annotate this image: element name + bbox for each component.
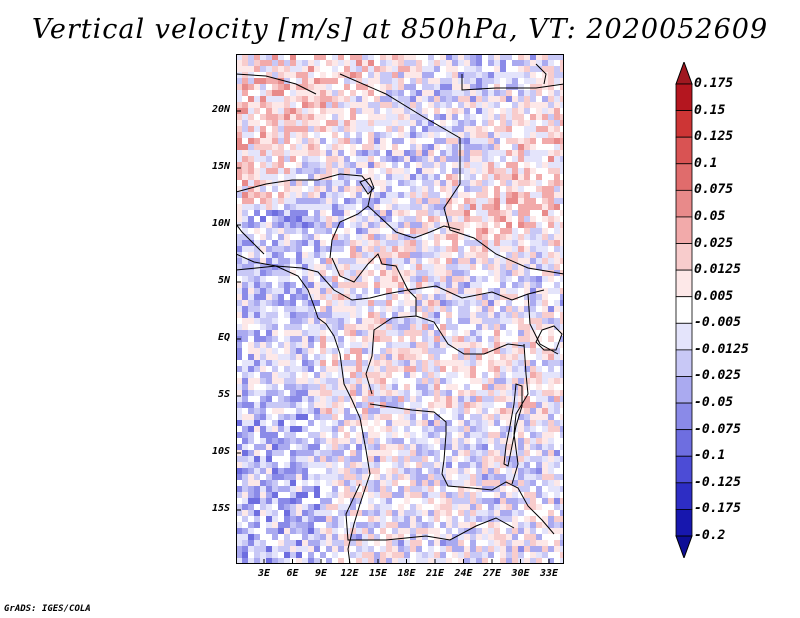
lon-label: 3E <box>257 568 271 579</box>
colorbar-segment <box>675 402 693 431</box>
lon-label: 15E <box>368 568 388 579</box>
map-title: Vertical velocity [m/s] at 850hPa, VT: 2… <box>31 14 769 45</box>
colorbar-label: -0.05 <box>694 395 734 411</box>
lat-label: 10S <box>211 446 230 457</box>
lat-label: 5S <box>217 389 230 400</box>
colorbar-segment <box>675 83 693 111</box>
border <box>461 74 564 91</box>
colorbar-label: 0.175 <box>694 76 734 91</box>
lon-label: 30E <box>511 568 530 579</box>
colorbar-label: -0.175 <box>694 501 741 517</box>
lat-label: 15N <box>211 161 230 172</box>
colorbar-segment <box>675 509 693 537</box>
vertical-velocity-field <box>236 54 564 564</box>
border <box>367 205 461 239</box>
colorbar-label: -0.2 <box>694 528 726 543</box>
colorbar-segment <box>675 216 693 244</box>
colorbar-label: -0.025 <box>694 368 741 384</box>
colorbar-label: -0.005 <box>694 315 741 331</box>
lon-label: 9E <box>314 568 328 579</box>
lat-label: EQ <box>217 332 230 343</box>
lat-label: 5N <box>217 275 230 286</box>
colorbar-segment <box>675 322 693 351</box>
border <box>236 173 373 259</box>
colorbar-label: 0.0125 <box>694 262 741 278</box>
colorbar-segment <box>675 349 693 377</box>
border <box>345 483 515 541</box>
colorbar-segment <box>675 455 693 484</box>
lat-label: 20N <box>211 104 230 115</box>
lake-chad <box>359 177 375 195</box>
lake-tanganyika <box>503 383 523 467</box>
colorbar-bottom-arrow <box>675 535 693 558</box>
colorbar-label: 0.075 <box>694 182 734 198</box>
lon-label: 12E <box>340 568 359 579</box>
lon-label: 18E <box>397 568 416 579</box>
border <box>511 343 529 485</box>
colorbar-label: -0.1 <box>694 448 726 464</box>
colorbar-label: 0.05 <box>694 208 726 224</box>
border <box>535 63 547 85</box>
colorbar-label: -0.0125 <box>694 341 749 357</box>
map-panel <box>236 54 564 564</box>
lon-label: 24E <box>454 568 473 579</box>
coastline-west-africa <box>236 223 265 255</box>
colorbar-segment <box>675 429 693 457</box>
colorbar-label: 0.005 <box>694 288 734 304</box>
lon-label: 33E <box>539 568 559 579</box>
map-ticks <box>236 110 550 564</box>
colorbar <box>675 62 693 558</box>
border <box>339 73 564 275</box>
lon-label: 21E <box>425 568 445 579</box>
colorbar-segment <box>675 243 693 271</box>
colorbar-segment <box>675 296 693 324</box>
colorbar-segment <box>675 110 693 138</box>
coastline <box>236 253 371 564</box>
map-border <box>236 54 564 564</box>
border <box>527 293 559 355</box>
colorbar-segment <box>675 482 693 510</box>
border <box>236 73 317 95</box>
border <box>236 265 417 395</box>
colorbar-segment <box>675 163 693 191</box>
lon-label: 27E <box>482 568 502 579</box>
colorbar-label: -0.075 <box>694 421 741 437</box>
colorbar-label: 0.125 <box>694 129 734 145</box>
colorbar-label: 0.1 <box>694 155 718 171</box>
colorbar-segment <box>675 189 693 218</box>
border <box>331 253 409 291</box>
colorbar-label: -0.125 <box>694 474 741 490</box>
colorbar-top-arrow <box>675 62 693 85</box>
border <box>415 315 525 355</box>
colorbar-segment <box>675 136 693 165</box>
country-borders <box>236 63 564 564</box>
border <box>369 403 555 535</box>
colorbar-label: 0.15 <box>694 102 726 118</box>
colorbar-label: 0.025 <box>694 235 734 251</box>
lat-label: 10N <box>211 218 230 229</box>
lat-label: 15S <box>211 503 230 514</box>
grads-credit: GrADS: IGES/COLA <box>4 604 91 614</box>
lon-label: 6E <box>286 568 299 579</box>
colorbar-segment <box>675 269 693 298</box>
colorbar-segment <box>675 376 693 404</box>
lake-victoria <box>535 325 563 351</box>
